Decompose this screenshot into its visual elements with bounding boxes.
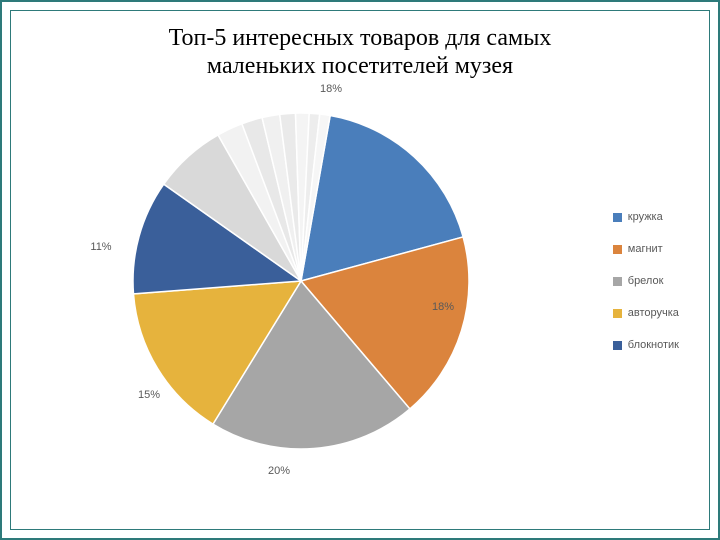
legend-label: магнит xyxy=(628,243,663,255)
legend: кружка магнит брелок авторучка блокнотик xyxy=(613,211,679,371)
inner-frame: Топ-5 интересных товаров для самых мален… xyxy=(10,10,710,530)
legend-item: блокнотик xyxy=(613,339,679,351)
slice-label-магнит: 18% xyxy=(428,301,458,313)
outer-frame: Топ-5 интересных товаров для самых мален… xyxy=(0,0,720,540)
legend-swatch xyxy=(613,341,622,350)
legend-label: брелок xyxy=(628,275,664,287)
pie-chart xyxy=(131,111,471,451)
legend-swatch xyxy=(613,213,622,222)
title-line-1: Топ-5 интересных товаров для самых xyxy=(11,25,709,53)
slice-label-брелок: 20% xyxy=(264,465,294,477)
slice-label-авторучка: 15% xyxy=(134,389,164,401)
legend-label: кружка xyxy=(628,211,663,223)
legend-label: блокнотик xyxy=(628,339,679,351)
legend-label: авторучка xyxy=(628,307,679,319)
legend-item: кружка xyxy=(613,211,679,223)
legend-swatch xyxy=(613,309,622,318)
chart-title: Топ-5 интересных товаров для самых мален… xyxy=(11,25,709,80)
slice-label-блокнотик: 11% xyxy=(86,241,116,253)
legend-item: брелок xyxy=(613,275,679,287)
legend-item: магнит xyxy=(613,243,679,255)
legend-swatch xyxy=(613,277,622,286)
pie-svg xyxy=(131,111,471,451)
title-line-2: маленьких посетителей музея xyxy=(11,53,709,81)
legend-item: авторучка xyxy=(613,307,679,319)
legend-swatch xyxy=(613,245,622,254)
slice-label-кружка: 18% xyxy=(316,83,346,95)
